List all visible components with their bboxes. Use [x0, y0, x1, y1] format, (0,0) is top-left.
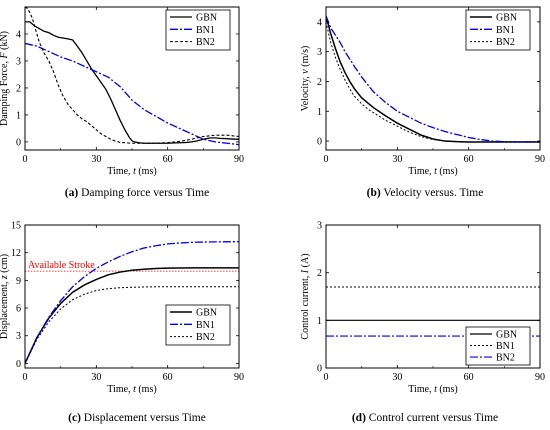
y-tick-label: 4: [317, 17, 322, 28]
x-tick-label: 30: [392, 154, 402, 165]
series-line-bn2: [25, 7, 239, 144]
y-axis-label: Damping Force, F (kN): [0, 31, 10, 126]
y-tick-label: 12: [11, 248, 21, 259]
series-line-gbn: [326, 15, 540, 143]
y-tick-label: 2: [317, 77, 322, 88]
y-tick-label: 0: [317, 364, 322, 375]
x-axis-label: Time, t (ms): [408, 384, 457, 395]
legend-label-bn2: BN2: [496, 353, 515, 364]
legend-label-bn2: BN2: [196, 37, 215, 48]
y-tick-label: 0: [16, 359, 21, 370]
y-tick-label: 4: [16, 29, 21, 40]
y-axis-label: Velocity, v (m/s): [300, 46, 311, 112]
x-axis-label: Time, t (ms): [107, 384, 156, 395]
legend-label-bn2: BN2: [196, 332, 215, 343]
y-tick-label: 6: [16, 304, 21, 315]
x-tick-label: 0: [23, 154, 28, 165]
x-tick-label: 90: [535, 372, 545, 383]
x-tick-label: 90: [234, 372, 244, 383]
chart-d: 0 30 60 90 0 1 2 3 Time, t (ms) Control current, …: [300, 221, 545, 425]
legend-label-bn1: BN1: [196, 25, 215, 36]
panel-caption: (d) Control current versus Time: [352, 412, 498, 424]
y-axis-label: Control current, I (A): [300, 253, 311, 339]
legend-label-bn1: BN1: [496, 25, 515, 36]
x-tick-label: 60: [163, 372, 173, 383]
y-tick-label: 9: [16, 276, 21, 287]
series-line-gbn: [25, 21, 239, 144]
series-line-gbn: [25, 267, 239, 364]
series-line-bn2: [326, 21, 540, 143]
x-tick-label: 0: [324, 372, 329, 383]
y-tick-label: 3: [16, 331, 21, 342]
y-tick-label: 1: [317, 316, 322, 327]
y-tick-label: 3: [317, 47, 322, 58]
x-tick-label: 60: [464, 372, 474, 383]
y-tick-label: 1: [317, 107, 322, 118]
legend-label-bn2: BN2: [496, 37, 515, 48]
legend-label-gbn: GBN: [196, 13, 217, 24]
series-line-bn2: [25, 286, 239, 364]
x-tick-label: 90: [234, 154, 244, 165]
legend-label-gbn: GBN: [496, 13, 517, 24]
x-axis-label: Time, t (ms): [408, 166, 457, 177]
x-tick-label: 60: [464, 154, 474, 165]
x-tick-label: 60: [163, 154, 173, 165]
chart-b: 0 30 60 90 0 1 2 3 4 Time, t (ms) Velocity, v (m/s…: [300, 6, 545, 199]
x-tick-label: 0: [23, 372, 28, 383]
y-tick-label: 15: [11, 221, 21, 232]
panel-caption: (a) Damping force versus Time: [65, 187, 209, 199]
legend-label-gbn: GBN: [496, 330, 517, 341]
legend-box: [465, 326, 531, 366]
panel-caption: (b) Velocity versus. Time: [367, 187, 484, 199]
plot-frame: [24, 224, 240, 369]
x-tick-label: 30: [392, 372, 402, 383]
x-tick-label: 30: [91, 372, 101, 383]
x-tick-label: 0: [324, 154, 329, 165]
y-tick-label: 0: [317, 137, 322, 148]
y-tick-label: 3: [317, 221, 322, 232]
y-axis-label: Displacement, z (cm): [0, 254, 10, 339]
y-tick-label: 0: [16, 137, 21, 148]
legend-label-bn1: BN1: [496, 341, 515, 352]
series-line-bn1: [25, 42, 239, 146]
x-tick-label: 90: [535, 154, 545, 165]
legend-label-gbn: GBN: [196, 308, 217, 319]
chart-c: Available Stroke 0 30 60 90 0 3 6 9 12 15 Time, t (…: [0, 221, 244, 425]
series-line-bn1: [25, 240, 239, 364]
legend-label-bn1: BN1: [196, 320, 215, 331]
x-axis-label: Time, t (ms): [107, 166, 156, 177]
series-line-bn1: [326, 15, 540, 143]
x-tick-label: 30: [91, 154, 101, 165]
chart-a: 0 30 60 90 0 1 2 3 4 Time, t (ms) Damping Force, F…: [0, 6, 244, 199]
y-tick-label: 1: [16, 110, 21, 121]
y-tick-label: 2: [16, 83, 21, 94]
panel-caption: (c) Displacement versus Time: [68, 412, 206, 424]
available-stroke-label: Available Stroke: [28, 260, 95, 271]
y-tick-label: 3: [16, 56, 21, 67]
y-tick-label: 2: [317, 268, 322, 279]
